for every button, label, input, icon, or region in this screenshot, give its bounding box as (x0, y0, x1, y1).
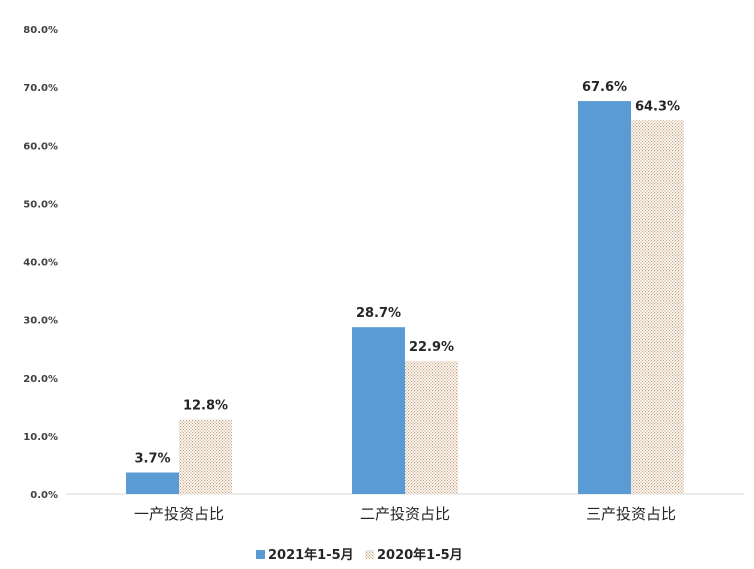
y-tick-label: 0.0% (30, 490, 58, 501)
bar-series-2021 (126, 472, 179, 494)
bar-series-2020 (405, 360, 458, 494)
data-labels-group: 3.7% 12.8% 28.7% 22.9% 67.6% 64.3% (134, 80, 680, 466)
legend-swatch (256, 550, 265, 559)
legend-label: 2021年1-5月 (268, 547, 354, 563)
data-label: 12.8% (183, 399, 228, 414)
bars-group (126, 101, 684, 494)
y-axis-ticks: 0.0% 10.0% 20.0% 30.0% 40.0% 50.0% 60.0% 70.0% 8… (23, 25, 58, 501)
legend: 2021年1-5月 2020年1-5月 (256, 547, 463, 563)
y-tick-label: 20.0% (23, 374, 58, 385)
y-tick-label: 30.0% (23, 316, 58, 327)
data-label: 3.7% (134, 451, 170, 466)
category-label: 二产投资占比 (360, 505, 450, 523)
bar-series-2021 (578, 101, 631, 494)
y-tick-label: 50.0% (23, 199, 58, 210)
y-tick-label: 40.0% (23, 258, 58, 269)
y-tick-label: 10.0% (23, 432, 58, 443)
bar-series-2020 (179, 419, 232, 494)
category-label: 一产投资占比 (134, 505, 224, 523)
bar-series-2020 (631, 120, 684, 494)
y-tick-label: 80.0% (23, 25, 58, 36)
data-label: 22.9% (409, 340, 454, 355)
legend-swatch (365, 550, 374, 559)
y-tick-label: 60.0% (23, 141, 58, 152)
bar-series-2021 (352, 327, 405, 494)
data-label: 64.3% (635, 99, 680, 114)
data-label: 28.7% (356, 306, 401, 321)
category-labels: 一产投资占比 二产投资占比 三产投资占比 (134, 505, 676, 523)
y-tick-label: 70.0% (23, 83, 58, 94)
legend-label: 2020年1-5月 (377, 547, 463, 563)
data-label: 67.6% (582, 80, 627, 95)
category-label: 三产投资占比 (586, 505, 676, 523)
